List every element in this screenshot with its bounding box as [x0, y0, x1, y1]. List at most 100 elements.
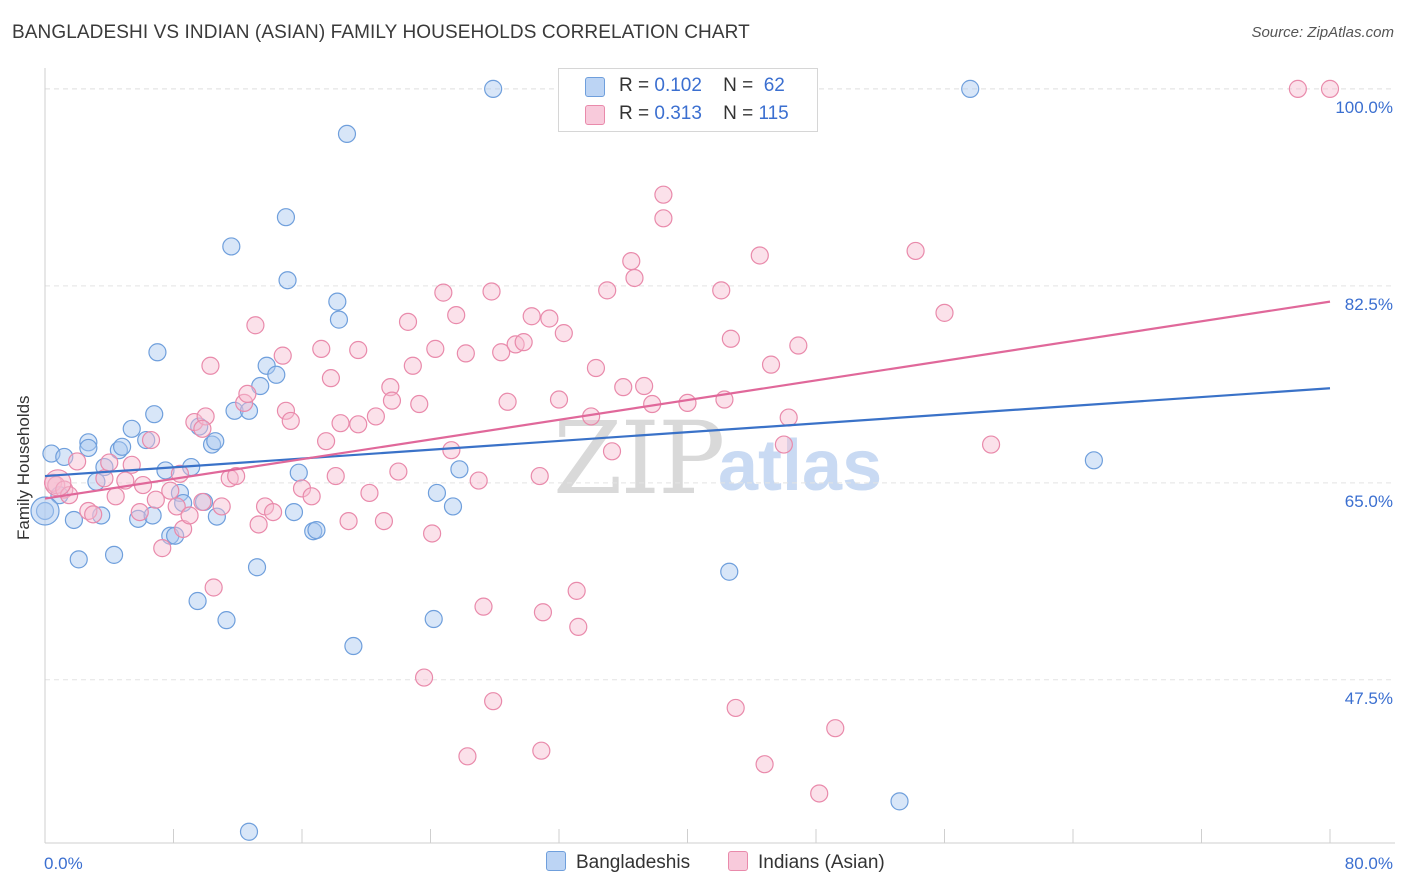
point-indian [567, 581, 586, 600]
point-bangladeshi [122, 419, 141, 438]
point-bangladeshi [1084, 451, 1103, 470]
point-bangladeshi [112, 437, 132, 456]
point-bangladeshi [267, 365, 286, 384]
point-indian [246, 316, 265, 335]
point-bangladeshi [69, 550, 88, 569]
bottom-legend-indians: Indians (Asian) [728, 851, 885, 874]
point-indian [281, 411, 300, 431]
point-bangladeshi [890, 792, 909, 811]
point-indian [810, 784, 829, 803]
point-indian [614, 378, 633, 397]
point-bangladeshi [156, 461, 175, 480]
bottom-legend-swatch-blue [546, 851, 566, 871]
point-indian [1320, 79, 1340, 98]
point-indian [474, 597, 493, 616]
point-bangladeshi [79, 433, 98, 452]
point-bangladeshi [64, 510, 84, 530]
trendline-bangladeshi [44, 387, 1331, 478]
source-credit: Source: ZipAtlas.com [1251, 24, 1394, 41]
point-bangladeshi [188, 591, 207, 611]
point-indian [161, 481, 180, 500]
point-bangladeshi [239, 822, 259, 841]
bottom-legend-label: Indians (Asian) [758, 852, 885, 873]
legend-swatch-pink [585, 105, 605, 125]
point-indian [339, 511, 358, 531]
point-indian [141, 430, 161, 450]
legend-n-label: N = [723, 103, 754, 124]
point-indian [586, 358, 606, 378]
point-bangladeshi [284, 502, 304, 522]
point-indian [654, 209, 673, 228]
point-indian [434, 283, 453, 302]
legend-r-value: 0.102 [654, 75, 702, 96]
point-bangladeshi [217, 611, 236, 630]
bottom-legend-label: Bangladeshis [576, 852, 691, 873]
point-indian [201, 356, 220, 375]
point-indian [469, 471, 488, 490]
point-bangladeshi [104, 545, 124, 564]
point-bangladeshi [484, 79, 503, 98]
point-indian [68, 452, 87, 471]
point-indian [750, 246, 769, 265]
point-indian [153, 539, 172, 558]
point-bangladeshi [148, 343, 167, 362]
y-tick-label: 65.0% [1345, 492, 1393, 511]
point-indian [326, 466, 345, 486]
watermark-atlas: atlas [718, 426, 883, 506]
point-indian [456, 344, 475, 363]
point-indian [726, 698, 745, 718]
axis-layer [44, 68, 1395, 844]
point-indian [935, 303, 954, 322]
point-indian [779, 408, 798, 427]
point-bangladeshi [222, 237, 241, 256]
point-indian [755, 755, 774, 774]
point-indian [249, 515, 268, 534]
point-indian [79, 501, 98, 521]
x-tick-label: 80.0% [1345, 854, 1393, 873]
point-indian [193, 419, 212, 438]
point-indian [598, 281, 617, 300]
point-indian [403, 356, 422, 375]
point-bangladeshi [328, 292, 347, 311]
point-indian [549, 390, 569, 409]
point-indian [426, 339, 445, 358]
point-bangladeshi [450, 460, 469, 479]
point-indian [1288, 79, 1307, 98]
bottom-legend-swatch-pink [728, 851, 748, 871]
point-indian [789, 336, 808, 355]
point-bangladeshi [109, 441, 128, 460]
point-indian [331, 414, 350, 433]
point-bangladeshi [202, 435, 222, 454]
point-indian [130, 502, 149, 522]
point-bangladeshi [278, 271, 297, 290]
point-indian [622, 251, 641, 271]
point-indian [414, 668, 434, 687]
point-indian [167, 497, 186, 516]
point-indian [193, 492, 212, 512]
point-indian [366, 407, 385, 426]
point-indian [398, 312, 418, 331]
legend-n-value: 115 [758, 103, 789, 124]
legend-n-label: N = [723, 75, 754, 96]
point-indian [906, 241, 925, 261]
point-bangladeshi [30, 496, 60, 526]
chart-title: BANGLADESHI VS INDIAN (ASIAN) FAMILY HOU… [12, 22, 750, 43]
point-indian [100, 453, 119, 472]
legend-r-label: R = [619, 103, 650, 124]
point-indian [532, 741, 551, 760]
point-bangladeshi [145, 405, 164, 424]
point-indian [721, 329, 740, 348]
points-layer [30, 79, 1340, 841]
point-indian [263, 502, 283, 522]
point-indian [389, 462, 408, 481]
trendline-indian [44, 300, 1331, 500]
point-indian [84, 505, 103, 524]
point-indian [276, 401, 296, 420]
y-tick-label: 100.0% [1335, 98, 1393, 117]
point-bangladeshi [79, 438, 98, 458]
point-indian [321, 369, 341, 388]
point-indian [826, 719, 845, 738]
x-tick-label: 0.0% [44, 854, 83, 873]
legend-r-value: 0.313 [654, 103, 702, 124]
point-indian [316, 432, 336, 451]
